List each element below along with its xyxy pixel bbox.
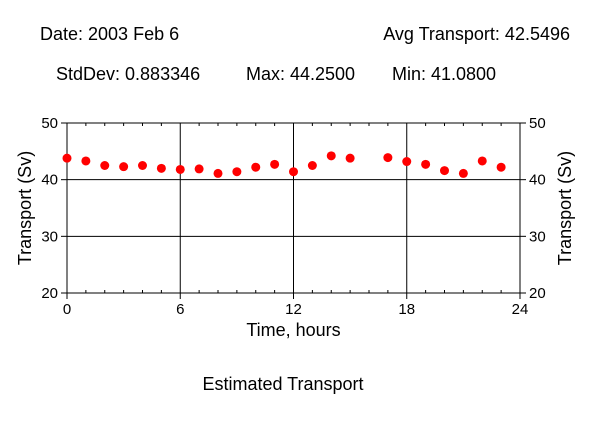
y-axis-title-right: Transport (Sv) — [555, 151, 575, 265]
x-tick-labels: 0 6 12 18 24 — [63, 301, 529, 318]
x-tick-label: 24 — [512, 301, 529, 318]
y-tick-label-right: 20 — [529, 285, 546, 302]
data-point — [458, 168, 468, 178]
data-point — [232, 167, 242, 177]
data-point — [100, 161, 110, 170]
date-label: Date: 2003 Feb 6 — [40, 24, 180, 44]
chart-caption: Estimated Transport — [202, 374, 364, 394]
data-point — [345, 153, 355, 163]
data-point — [156, 163, 166, 173]
y-tick-label-left: 20 — [41, 285, 58, 302]
data-point — [138, 161, 147, 170]
y-tick-label-right: 40 — [529, 172, 546, 189]
data-points — [62, 151, 506, 178]
data-point — [307, 161, 317, 170]
x-tick-label: 12 — [285, 301, 302, 318]
data-point — [402, 157, 412, 167]
y-axis-title: Transport (Sv) — [15, 151, 35, 265]
data-point — [213, 168, 223, 178]
data-point — [62, 153, 72, 163]
x-tick-label: 18 — [398, 301, 415, 318]
y-tick-label-left: 50 — [41, 115, 58, 132]
axis-ticks — [61, 122, 526, 299]
data-point — [496, 162, 506, 172]
y-tick-labels: 20 20 30 30 40 40 50 50 — [41, 115, 545, 302]
data-point — [289, 167, 298, 177]
data-point — [175, 164, 185, 174]
data-point — [119, 162, 129, 172]
data-point — [421, 159, 431, 169]
x-axis-title: Time, hours — [246, 320, 340, 340]
chart-grid — [67, 123, 520, 293]
avg-transport-label: Avg Transport: 42.5496 — [383, 24, 570, 44]
y-tick-label-right: 50 — [529, 115, 546, 132]
data-point — [477, 156, 487, 166]
y-tick-label-right: 30 — [529, 228, 546, 245]
x-tick-label: 0 — [63, 301, 71, 318]
min-label: Min: 41.0800 — [392, 64, 497, 84]
data-point — [251, 162, 261, 172]
y-tick-label-left: 40 — [41, 172, 58, 189]
data-point — [81, 156, 91, 166]
data-point — [194, 164, 204, 174]
data-point — [383, 153, 393, 163]
x-tick-label: 6 — [176, 301, 184, 318]
data-point — [270, 159, 280, 169]
data-point — [326, 151, 336, 161]
stddev-label: StdDev: 0.883346 — [56, 64, 201, 84]
y-tick-label-left: 30 — [41, 228, 58, 245]
data-point — [440, 166, 449, 176]
max-label: Max: 44.2500 — [246, 64, 356, 84]
